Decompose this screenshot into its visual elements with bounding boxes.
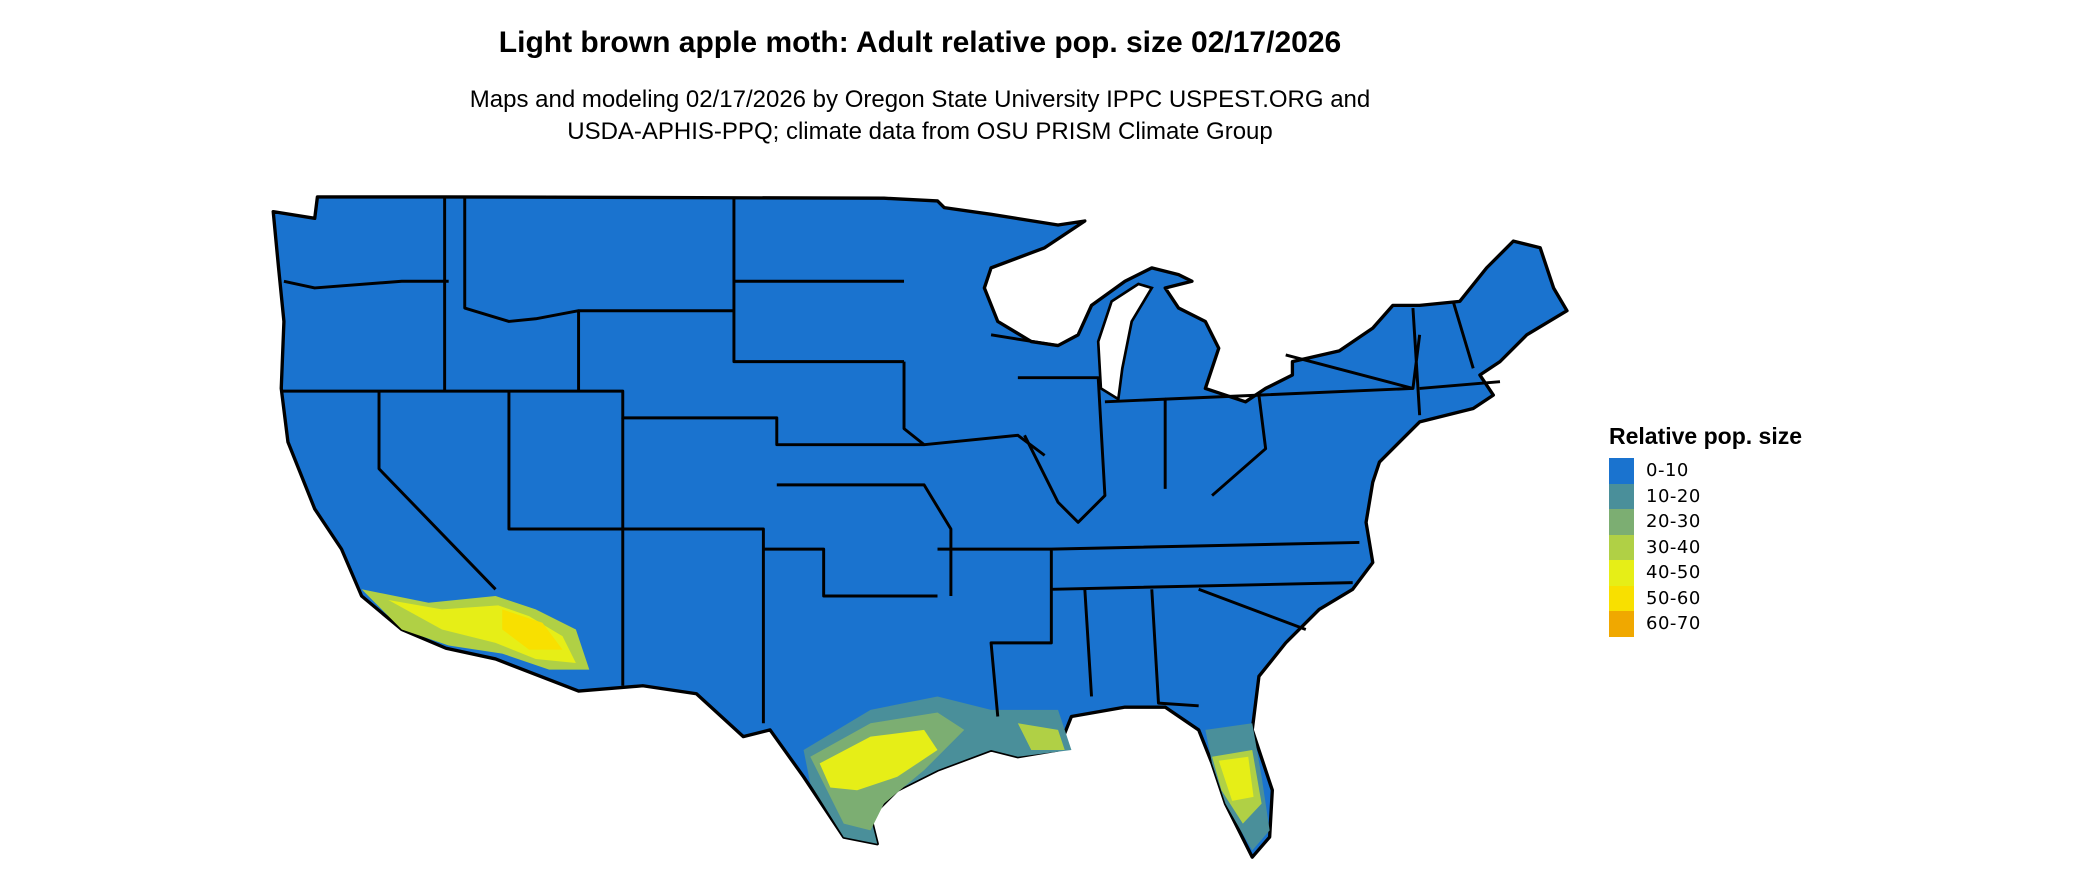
state-line (443, 196, 581, 392)
legend-label: 40-50 (1646, 562, 1701, 584)
legend-item: 40-50 (1609, 560, 1802, 586)
legend-item: 0-10 (1609, 458, 1802, 484)
chart-subtitle: Maps and modeling 02/17/2026 by Oregon S… (0, 84, 1840, 148)
legend-swatch (1609, 458, 1634, 484)
legend-swatch (1609, 534, 1634, 560)
legend-swatch (1609, 585, 1634, 611)
legend-label: 30-40 (1646, 536, 1701, 558)
legend-label: 60-70 (1646, 613, 1701, 635)
legend-label: 50-60 (1646, 587, 1701, 609)
legend-swatch (1609, 611, 1634, 637)
chart-title: Light brown apple moth: Adult relative p… (498, 26, 1342, 59)
state-line (990, 333, 1414, 497)
hotspot-tx-level-40-50 (819, 729, 938, 791)
state-line (578, 196, 905, 364)
state-line (622, 527, 938, 724)
hotspot-fl-level-40-50 (1218, 756, 1254, 801)
hotspot-florida (1205, 723, 1270, 851)
hotspot-az-level-50-60 (502, 609, 563, 650)
hotspot-texas-louisiana (803, 696, 1072, 844)
state-line (283, 279, 449, 290)
state-line (1285, 300, 1501, 416)
state-line (937, 540, 1360, 717)
legend-label: 20-30 (1646, 511, 1701, 533)
hotspot-california-arizona (361, 589, 590, 670)
state-boundaries (281, 196, 1501, 724)
legend-item: 60-70 (1609, 611, 1802, 637)
legend-title: Relative pop. size (1609, 423, 1803, 449)
legend-swatch (1609, 509, 1634, 535)
legend-item: 20-30 (1609, 509, 1802, 535)
legend-label: 10-20 (1646, 485, 1701, 507)
us-outline (271, 195, 1569, 859)
hotspot-la-level-30-40 (1017, 723, 1065, 751)
subtitle-line-2: USDA-APHIS-PPQ; climate data from OSU PR… (567, 118, 1273, 145)
conus-landmass (271, 195, 1569, 859)
legend: Relative pop. size 0-10 10-20 20-30 30-40 40… (1609, 423, 1802, 637)
legend-item: 30-40 (1609, 534, 1802, 560)
lake-michigan (1096, 282, 1154, 402)
legend-swatch (1609, 560, 1634, 586)
legend-swatch (1609, 483, 1634, 509)
legend-item: 50-60 (1609, 585, 1802, 611)
subtitle-line-1: Maps and modeling 02/17/2026 by Oregon S… (469, 86, 1371, 113)
state-line (281, 389, 925, 447)
state-line (377, 391, 625, 686)
state-line (1051, 581, 1353, 708)
legend-item: 10-20 (1609, 483, 1802, 509)
legend-label: 0-10 (1646, 460, 1689, 482)
